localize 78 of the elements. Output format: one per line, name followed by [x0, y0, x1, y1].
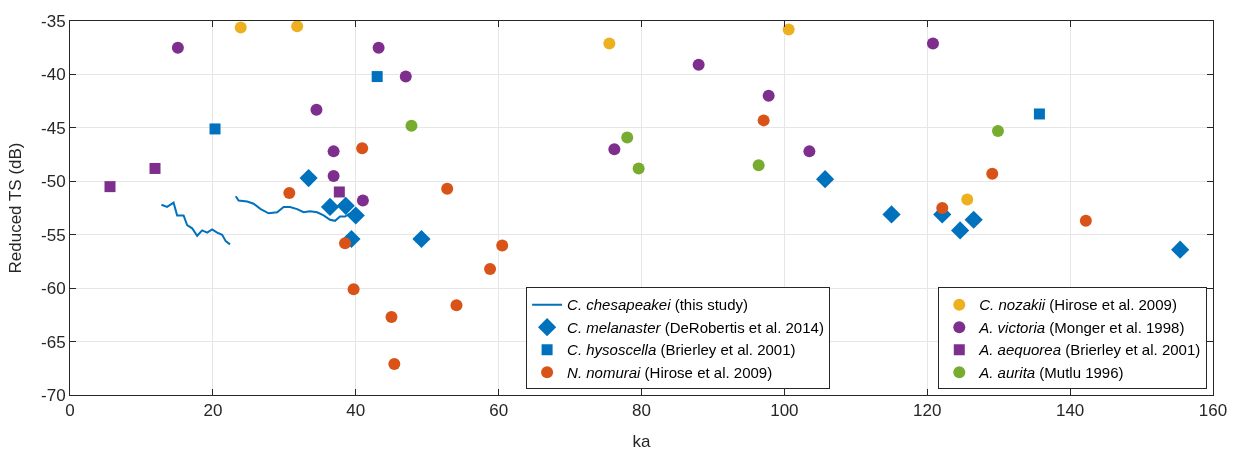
point — [1079, 214, 1092, 227]
point — [320, 197, 340, 217]
point — [283, 187, 296, 200]
point — [234, 21, 247, 34]
point — [632, 162, 645, 175]
y-tick-label: -45 — [41, 118, 66, 138]
point — [327, 169, 340, 182]
point — [371, 71, 383, 83]
point — [936, 202, 949, 214]
y-tick-label: -50 — [41, 172, 66, 192]
x-tick-label: 20 — [203, 401, 223, 421]
point — [964, 210, 983, 229]
point — [333, 186, 345, 198]
point — [171, 41, 184, 54]
point — [961, 193, 974, 206]
x-tick-label: 140 — [1055, 401, 1085, 421]
x-tick-label: 60 — [489, 401, 509, 421]
point — [752, 159, 765, 172]
point — [327, 145, 340, 158]
x-tick-label: 0 — [65, 401, 75, 421]
x-tick-label: 160 — [1198, 401, 1228, 421]
point — [104, 181, 116, 193]
point — [762, 89, 775, 102]
legend-label: A. aurita (Mutlu 1996) — [978, 363, 1124, 381]
point — [1171, 240, 1190, 259]
x-tick-label: 40 — [346, 401, 366, 421]
legend-label: N. nomurai (Hirose et al. 2009) — [567, 363, 773, 381]
point — [692, 58, 705, 71]
point — [608, 143, 621, 156]
point — [405, 119, 418, 132]
point — [991, 125, 1004, 138]
y-tick-label: -35 — [41, 11, 66, 31]
point — [356, 194, 369, 207]
point — [450, 299, 463, 312]
point — [347, 283, 360, 296]
point — [399, 70, 412, 83]
y-tick-label: -60 — [41, 279, 66, 299]
legend-label: A. victoria (Monger et al. 1998) — [978, 318, 1185, 336]
point — [385, 310, 398, 323]
point — [882, 205, 901, 224]
legend-label: C. hysoscella (Brierley et al. 2001) — [567, 341, 796, 359]
point — [803, 145, 816, 158]
point — [356, 142, 369, 155]
y-tick-label: -70 — [41, 385, 66, 405]
x-axis-title: ka — [632, 431, 652, 451]
point — [757, 114, 770, 127]
point — [310, 103, 323, 116]
y-tick-label: -40 — [41, 65, 66, 85]
legend-label: C. nozakii (Hirose et al. 2009) — [979, 296, 1177, 314]
point — [388, 358, 401, 370]
point — [986, 167, 999, 180]
point — [346, 206, 365, 225]
point — [291, 20, 304, 33]
point — [299, 168, 318, 188]
point — [149, 162, 161, 174]
legend-label: C. melanaster (DeRobertis et al. 2014) — [567, 318, 824, 336]
point — [496, 239, 509, 252]
point — [603, 37, 616, 50]
x-tick-label: 120 — [913, 401, 942, 421]
x-tick-label: 100 — [770, 401, 799, 421]
y-tick-label: -65 — [41, 332, 66, 352]
point — [782, 23, 795, 36]
y-axis-title: Reduced TS (dB) — [5, 142, 25, 274]
point — [951, 221, 970, 240]
point — [484, 262, 497, 275]
legend-label: C. chesapeakei (this study) — [567, 296, 749, 314]
x-tick-label: 80 — [632, 401, 651, 421]
point — [441, 182, 454, 195]
point — [815, 170, 835, 189]
legend-label: A. aequorea (Brierley et al. 2001) — [978, 341, 1201, 359]
point — [209, 123, 221, 135]
point — [372, 41, 385, 54]
y-tick-label: -55 — [41, 225, 66, 245]
point — [1033, 108, 1045, 120]
point — [412, 229, 431, 249]
point — [336, 196, 355, 215]
point — [926, 37, 939, 50]
point — [621, 131, 634, 144]
